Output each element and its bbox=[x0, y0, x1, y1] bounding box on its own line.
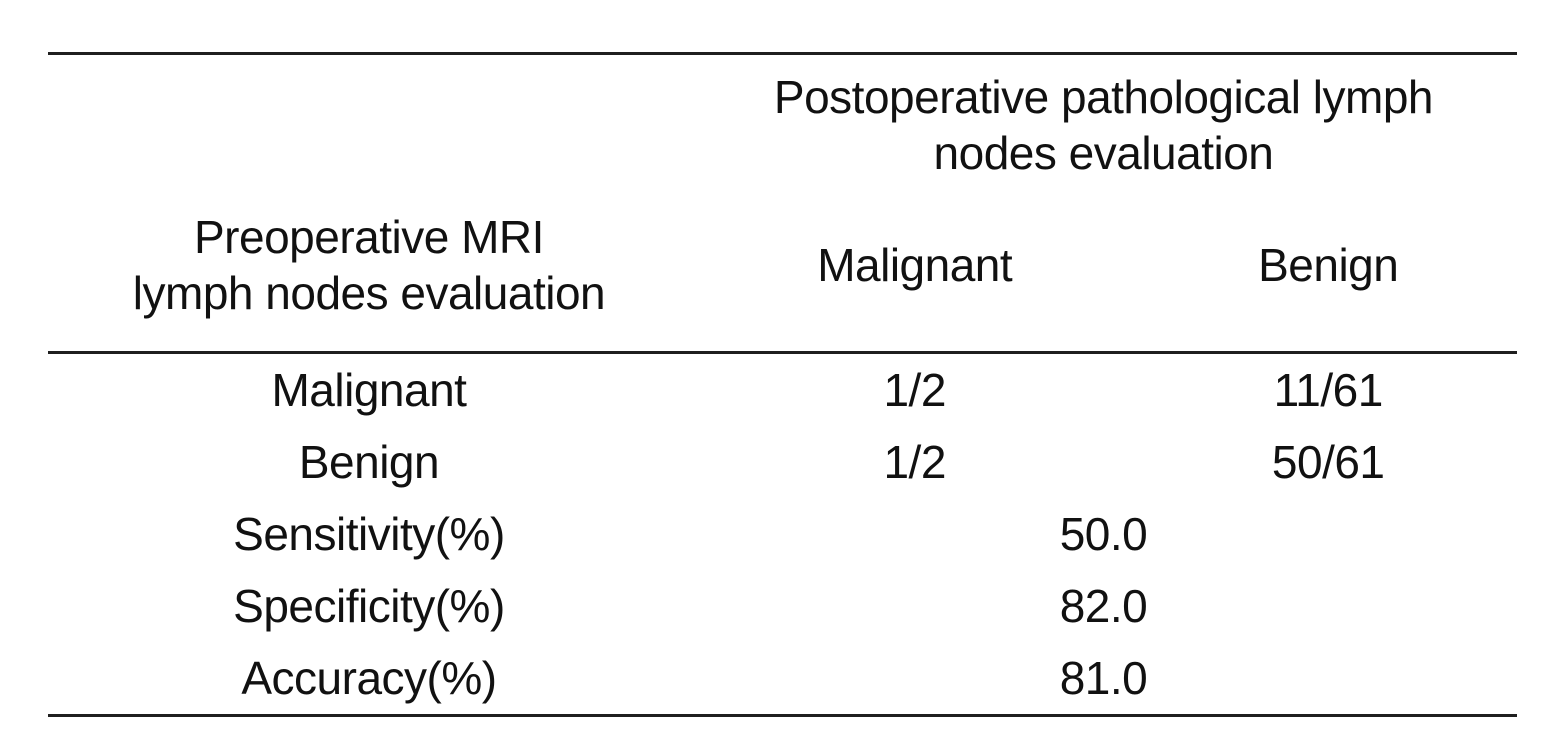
cell-benign: 50/61 bbox=[1271, 436, 1385, 488]
column-header-benign: Benign bbox=[1139, 181, 1517, 354]
paper-table-figure: Postoperative pathological lymph nodes e… bbox=[48, 52, 1517, 717]
cell-metric-value: 50.0 bbox=[1059, 508, 1148, 560]
row-label: Accuracy(%) bbox=[241, 652, 497, 704]
row-label: Sensitivity(%) bbox=[233, 508, 505, 560]
stub-header-line1: Preoperative MRI bbox=[194, 211, 544, 263]
cell-malignant: 1/2 bbox=[883, 436, 946, 488]
table-row-malignant: Malignant 1/2 11/61 bbox=[48, 353, 1517, 427]
row-label: Benign bbox=[298, 436, 440, 488]
column-header-row: Preoperative MRI lymph nodes evaluation … bbox=[48, 181, 1517, 354]
cell-metric-value: 81.0 bbox=[1059, 652, 1148, 704]
table-row-benign: Benign 1/2 50/61 bbox=[48, 426, 1517, 498]
table-row-specificity: Specificity(%) 82.0 bbox=[48, 570, 1517, 642]
row-label: Specificity(%) bbox=[233, 580, 505, 632]
empty-header-cell bbox=[48, 54, 690, 182]
row-label: Malignant bbox=[271, 364, 467, 416]
stub-header: Preoperative MRI lymph nodes evaluation bbox=[48, 181, 690, 354]
group-header-line1: Postoperative pathological lymph bbox=[773, 71, 1434, 123]
stub-header-line2: lymph nodes evaluation bbox=[132, 267, 606, 319]
cell-metric-value: 82.0 bbox=[1059, 580, 1148, 632]
cell-benign: 11/61 bbox=[1273, 364, 1384, 416]
column-header-malignant: Malignant bbox=[689, 181, 1140, 354]
group-header-line2: nodes evaluation bbox=[933, 127, 1274, 179]
group-header-row: Postoperative pathological lymph nodes e… bbox=[48, 54, 1517, 182]
confusion-matrix-table: Postoperative pathological lymph nodes e… bbox=[48, 52, 1517, 717]
table-row-sensitivity: Sensitivity(%) 50.0 bbox=[48, 498, 1517, 570]
table-row-accuracy: Accuracy(%) 81.0 bbox=[48, 642, 1517, 716]
cell-malignant: 1/2 bbox=[883, 364, 946, 416]
column-group-header: Postoperative pathological lymph nodes e… bbox=[690, 54, 1517, 182]
